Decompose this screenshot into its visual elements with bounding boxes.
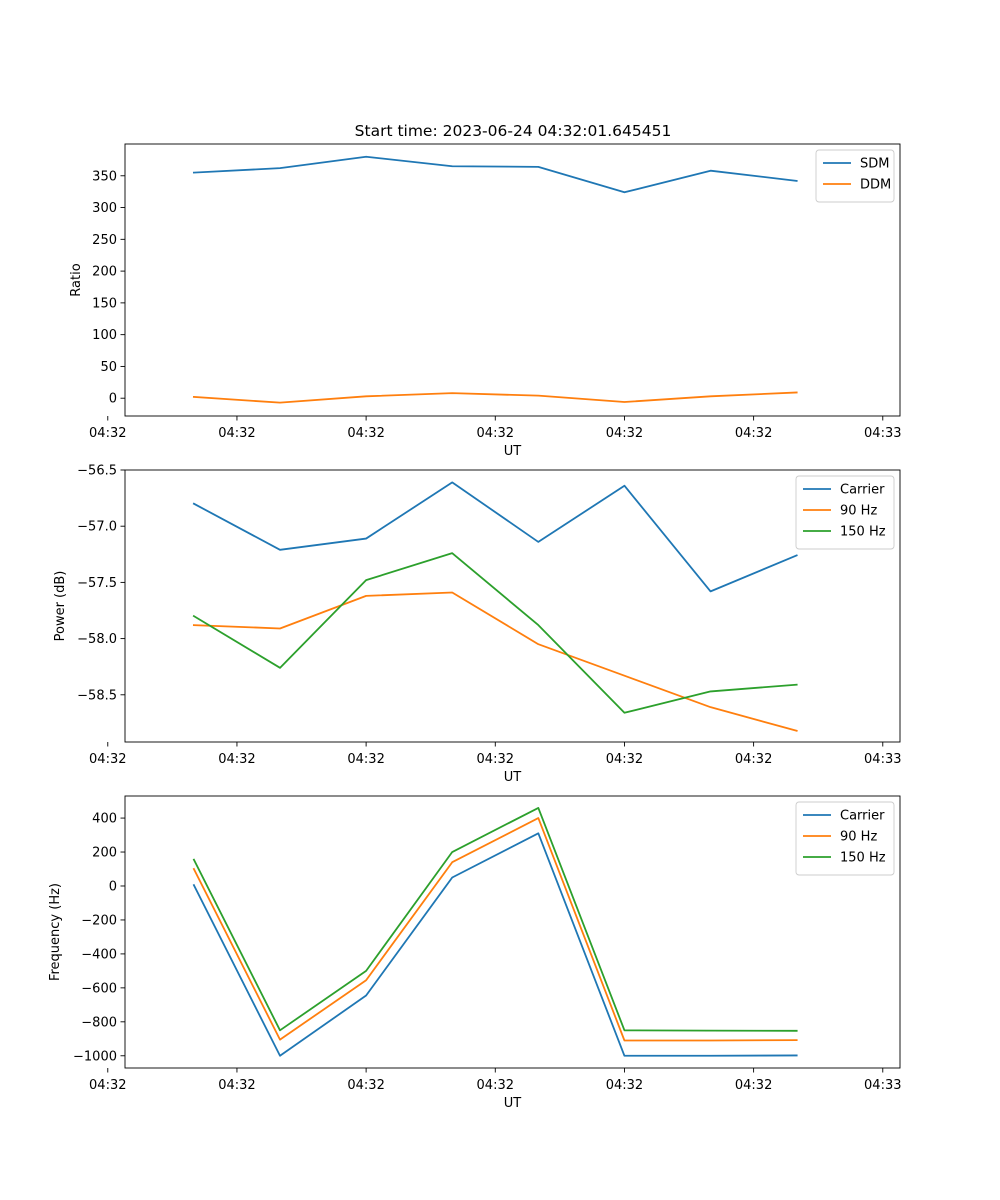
legend-label: 150 Hz — [840, 525, 886, 540]
x-tick-label: 04:32 — [606, 426, 643, 441]
y-tick-label: −800 — [81, 1015, 117, 1030]
legend: Carrier 90 Hz 150 Hz — [795, 801, 895, 876]
y-tick-label: −56.5 — [77, 464, 117, 479]
y-tick-label: 150 — [92, 296, 117, 311]
y-tick-label: 100 — [92, 328, 117, 343]
figure-title: Start time: 2023-06-24 04:32:01.645451 — [355, 122, 672, 140]
y-tick-label: 300 — [92, 201, 117, 216]
chart-panel-1: 04:32 04:32 04:32 04:32 04:32 04:32 04:33 0 50 10… — [69, 143, 902, 459]
y-tick-label: −1000 — [73, 1049, 117, 1064]
y-tick-label: 400 — [92, 812, 117, 827]
x-tick-label: 04:32 — [606, 752, 643, 767]
legend: Carrier 90 Hz 150 Hz — [795, 475, 895, 550]
series-line-150-hz — [192, 806, 798, 1032]
x-tick-label: 04:33 — [864, 1078, 901, 1093]
y-tick-label: −58.0 — [77, 632, 117, 647]
y-tick-label: 0 — [109, 879, 117, 894]
legend-label: Carrier — [840, 483, 885, 498]
chart-panels: 04:32 04:32 04:32 04:32 04:32 04:32 04:33 0 50 10… — [48, 143, 902, 1111]
x-tick-label: 04:32 — [606, 1078, 643, 1093]
chart-panel-3: 04:32 04:32 04:32 04:32 04:32 04:32 04:33 400 20… — [48, 795, 902, 1111]
series-line-sdm — [192, 155, 798, 194]
legend-label: 90 Hz — [840, 504, 877, 519]
x-tick-label: 04:32 — [218, 1078, 255, 1093]
y-tick-label: −600 — [81, 981, 117, 996]
x-tick-label: 04:32 — [347, 426, 384, 441]
y-axis-label: Ratio — [69, 263, 84, 296]
series-line-carrier — [192, 481, 798, 593]
x-tick-label: 04:32 — [735, 752, 772, 767]
x-axis-label: UT — [504, 444, 522, 459]
plot-frame — [124, 143, 901, 417]
y-axis-label: Frequency (Hz) — [48, 883, 63, 981]
legend: SDM DDM — [815, 149, 895, 203]
y-tick-label: −57.0 — [77, 520, 117, 535]
legend-label: DDM — [860, 178, 891, 193]
y-tick-label: −58.5 — [77, 688, 117, 703]
series-line-carrier — [192, 832, 798, 1057]
y-tick-label: 250 — [92, 233, 117, 248]
x-tick-label: 04:32 — [347, 752, 384, 767]
y-tick-label: 200 — [92, 265, 117, 280]
x-tick-label: 04:33 — [864, 426, 901, 441]
legend-label: Carrier — [840, 809, 885, 824]
x-tick-label: 04:32 — [477, 426, 514, 441]
y-tick-label: 350 — [92, 169, 117, 184]
y-tick-label: −200 — [81, 913, 117, 928]
x-tick-label: 04:32 — [89, 752, 126, 767]
y-axis-label: Power (dB) — [53, 571, 68, 642]
legend-label: SDM — [860, 157, 889, 172]
x-tick-label: 04:32 — [735, 1078, 772, 1093]
series-line-90-hz — [192, 817, 798, 1042]
y-tick-label: −57.5 — [77, 576, 117, 591]
legend-label: 150 Hz — [840, 851, 886, 866]
x-tick-label: 04:32 — [218, 426, 255, 441]
x-tick-label: 04:32 — [89, 426, 126, 441]
chart-panel-2: 04:32 04:32 04:32 04:32 04:32 04:32 04:33 −56.5… — [53, 464, 902, 786]
x-axis-label: UT — [504, 770, 522, 785]
y-tick-label: −400 — [81, 947, 117, 962]
series-line-150-hz — [192, 552, 798, 714]
x-tick-label: 04:32 — [218, 752, 255, 767]
x-tick-label: 04:32 — [735, 426, 772, 441]
y-tick-label: 0 — [109, 392, 117, 407]
plot-frame — [124, 469, 901, 743]
x-tick-label: 04:32 — [477, 1078, 514, 1093]
x-tick-label: 04:32 — [347, 1078, 384, 1093]
x-tick-label: 04:32 — [477, 752, 514, 767]
series-line-ddm — [192, 391, 798, 404]
plot-frame — [124, 795, 901, 1069]
series-line-90-hz — [192, 591, 798, 732]
x-tick-label: 04:32 — [89, 1078, 126, 1093]
legend-label: 90 Hz — [840, 830, 877, 845]
y-tick-label: 200 — [92, 846, 117, 861]
x-axis-label: UT — [504, 1096, 522, 1111]
y-tick-label: 50 — [100, 360, 117, 375]
x-tick-label: 04:33 — [864, 752, 901, 767]
